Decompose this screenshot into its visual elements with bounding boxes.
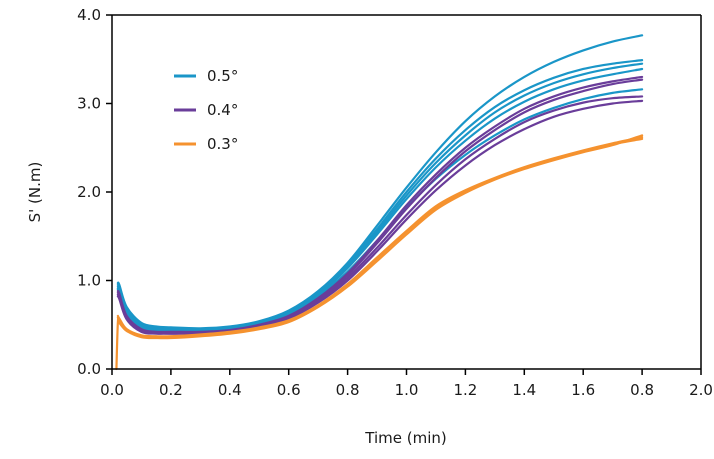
x-tick-label: 1.4 xyxy=(512,381,536,399)
x-tick-label: 1.6 xyxy=(571,381,595,399)
x-tick-label: 0.8 xyxy=(336,381,360,399)
y-axis-title: S' (N.m) xyxy=(26,162,44,223)
legend: 0.5° 0.4° 0.3° xyxy=(174,67,238,153)
x-tick-label: 0.2 xyxy=(159,381,183,399)
y-ticks: 0.0 1.0 2.0 3.0 4.0 xyxy=(77,6,112,378)
y-tick-label: 1.0 xyxy=(77,272,101,290)
legend-label: 0.4° xyxy=(207,101,238,119)
series-line xyxy=(118,80,642,333)
series-line xyxy=(118,89,642,331)
legend-label: 0.3° xyxy=(207,135,238,153)
x-tick-label: 1.2 xyxy=(453,381,477,399)
series-line xyxy=(118,60,642,329)
y-tick-label: 3.0 xyxy=(77,95,101,113)
x-ticks: 0.0 0.2 0.4 0.6 0.8 1.0 1.2 1.4 1.6 0.8 2.0 xyxy=(100,369,713,399)
x-tick-label: 1.0 xyxy=(395,381,419,399)
series-line xyxy=(118,64,642,330)
series-line xyxy=(118,77,642,332)
plot-lines xyxy=(116,35,642,369)
x-tick-label: 2.0 xyxy=(689,381,713,399)
y-tick-label: 4.0 xyxy=(77,6,101,24)
series-line xyxy=(118,96,642,333)
x-axis-title: Time (min) xyxy=(364,429,446,447)
x-tick-label: 0.6 xyxy=(277,381,301,399)
x-tick-label: 0.4 xyxy=(218,381,242,399)
series-line xyxy=(118,101,642,334)
y-tick-label: 0.0 xyxy=(77,360,101,378)
y-tick-label: 2.0 xyxy=(77,183,101,201)
x-tick-label: 0.0 xyxy=(100,381,124,399)
legend-label: 0.5° xyxy=(207,67,238,85)
x-tick-label: 0.8 xyxy=(630,381,654,399)
